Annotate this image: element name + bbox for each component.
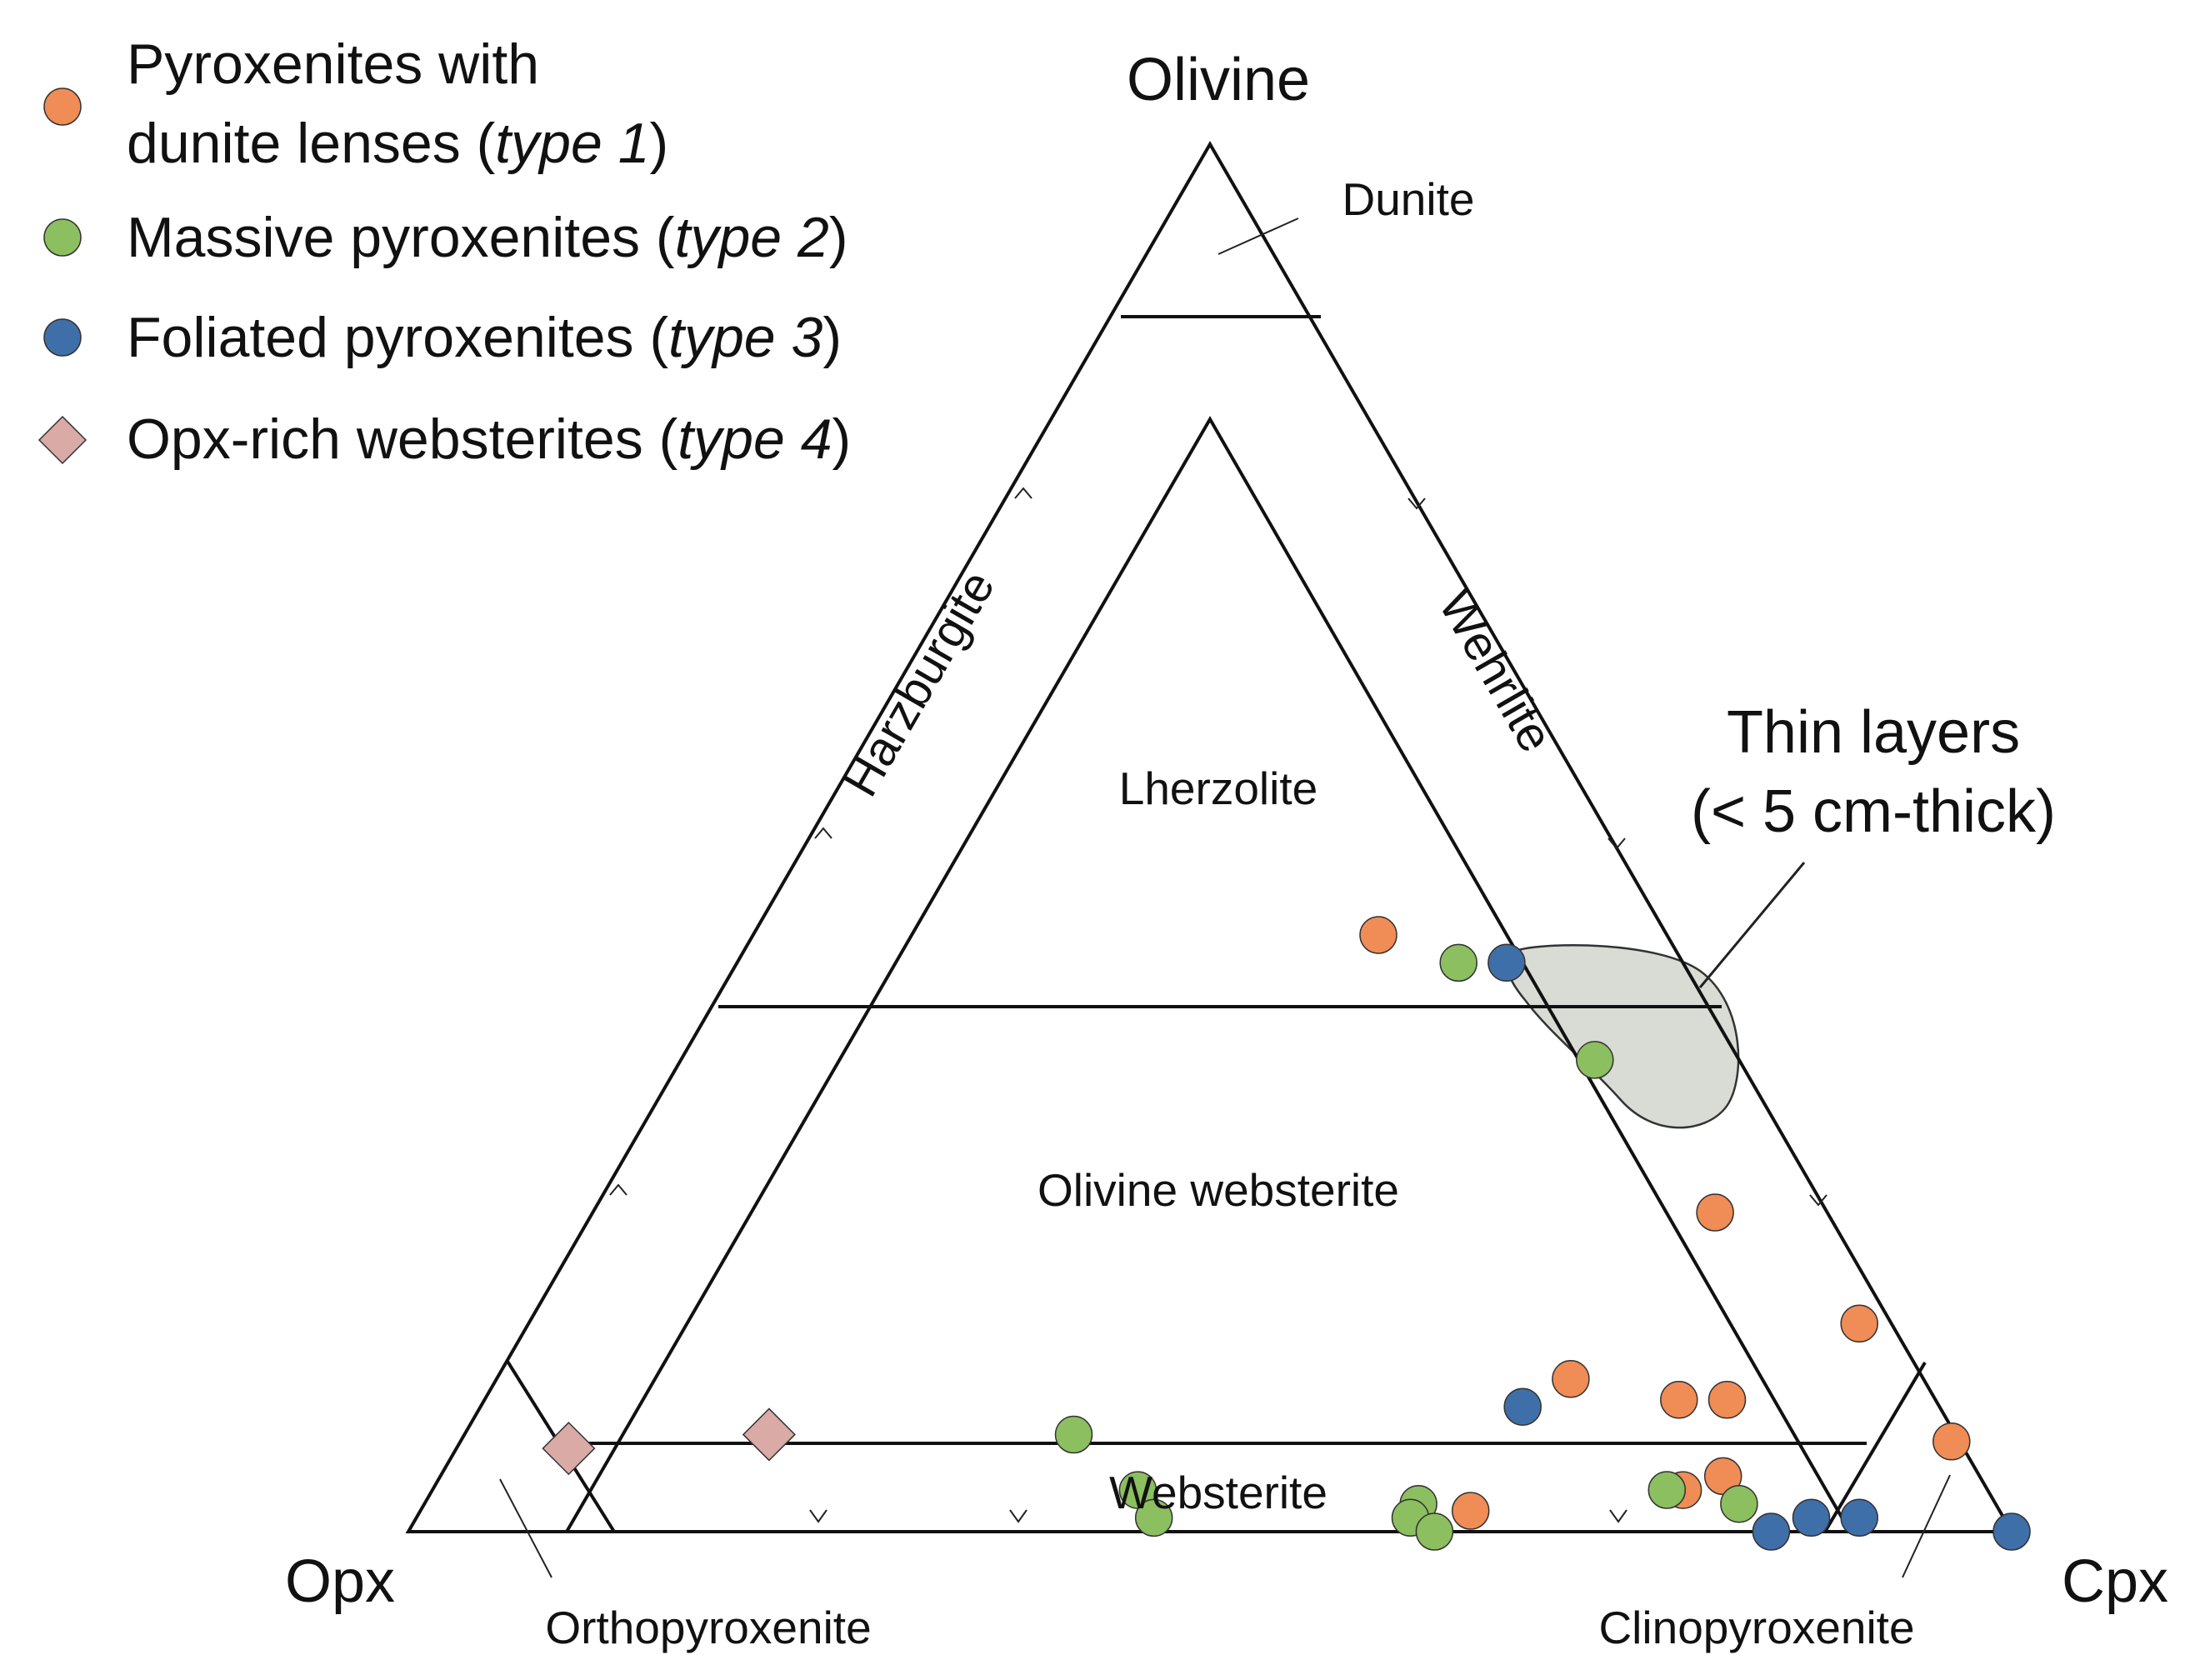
data-point-type1-5 <box>1660 1381 1698 1419</box>
clinopyroxenite-leader-line <box>1902 1474 1951 1578</box>
data-point-type2-5 <box>1134 1498 1173 1538</box>
annotation-thickness: (< 5 cm-thick) <box>1691 778 2056 845</box>
field-label-lherzolite: Lherzolite <box>1119 762 1318 814</box>
arrow-icon <box>1609 1509 1628 1523</box>
legend-marker-type3 <box>43 318 82 357</box>
arrow-icon <box>1009 1509 1028 1523</box>
vertex-label-opx: Opx <box>285 1548 395 1615</box>
lherzolite-inner-triangle <box>565 415 1852 1533</box>
arrow-icon <box>1014 487 1032 499</box>
data-point-type1-4 <box>1552 1360 1590 1398</box>
arrow-icon <box>1809 1194 1828 1207</box>
arrow-icon <box>1608 838 1626 850</box>
arrow-icon <box>809 1509 828 1523</box>
data-point-type2-8 <box>1415 1512 1454 1551</box>
data-point-type1-1 <box>1359 916 1398 954</box>
dunite-leader-line <box>1218 218 1299 255</box>
data-point-type4-2 <box>742 1408 796 1462</box>
data-point-type1-7 <box>1932 1422 1971 1461</box>
field-label-websterite: Websterite <box>1109 1467 1328 1518</box>
legend-type1-line2: dunite lenses (type 1) <box>127 112 668 175</box>
data-point-type1-3 <box>1840 1304 1878 1343</box>
data-point-type2-3 <box>1054 1415 1093 1454</box>
data-point-type3-4 <box>1840 1498 1878 1538</box>
arrow-icon <box>609 1183 628 1196</box>
arrow-icon <box>814 827 832 839</box>
data-point-type2-1 <box>1439 943 1478 982</box>
legend-marker-type2 <box>43 218 82 257</box>
data-point-type1-2 <box>1696 1193 1734 1232</box>
orthopyroxenite-leader-line <box>499 1478 552 1578</box>
data-point-type3-3 <box>1792 1498 1831 1538</box>
data-point-type3-2 <box>1503 1388 1542 1426</box>
vertex-label-cpx: Cpx <box>2062 1548 2168 1615</box>
data-points <box>542 916 2031 1551</box>
data-point-type2-10 <box>1720 1484 1758 1523</box>
legend-type3: Foliated pyroxenites (type 3) <box>127 306 842 369</box>
data-point-type3-1 <box>1488 943 1526 982</box>
thin-layers-envelope <box>1505 944 1740 1129</box>
legend-type4: Opx-rich websterites (type 4) <box>127 408 851 471</box>
field-label-olivine-websterite: Olivine websterite <box>1038 1164 1399 1216</box>
legend: Pyroxenites with dunite lenses (type 1) … <box>38 32 851 471</box>
outer-triangle <box>405 141 2015 1533</box>
data-point-type4-1 <box>542 1422 596 1476</box>
thin-layers-leader-line <box>1698 862 1806 988</box>
data-point-type3-6 <box>1992 1512 2031 1551</box>
data-point-type1-9 <box>1451 1492 1490 1530</box>
annotation-thin-layers: Thin layers <box>1727 699 2020 766</box>
data-point-type2-9 <box>1648 1471 1687 1509</box>
data-point-type2-2 <box>1576 1041 1614 1079</box>
data-point-type3-5 <box>1752 1512 1791 1551</box>
legend-marker-type4 <box>38 415 88 465</box>
vertex-label-olivine: Olivine <box>1127 47 1310 113</box>
direction-arrows <box>499 218 1951 1578</box>
clinopyroxenite-boundary <box>1823 1361 1927 1533</box>
data-point-type1-6 <box>1708 1381 1747 1419</box>
arrow-icon <box>1408 498 1426 510</box>
field-label-orthopyroxenite: Orthopyroxenite <box>545 1602 871 1653</box>
field-label-harzburgite: Harzburgite <box>833 562 1005 805</box>
field-label-clinopyroxenite: Clinopyroxenite <box>1598 1602 1914 1653</box>
legend-type2: Massive pyroxenites (type 2) <box>127 206 848 269</box>
legend-type1-line1: Pyroxenites with <box>127 32 539 96</box>
field-label-wehrlite: Wehrlite <box>1428 581 1563 761</box>
legend-marker-type1 <box>43 88 82 126</box>
field-label-dunite: Dunite <box>1342 173 1475 225</box>
